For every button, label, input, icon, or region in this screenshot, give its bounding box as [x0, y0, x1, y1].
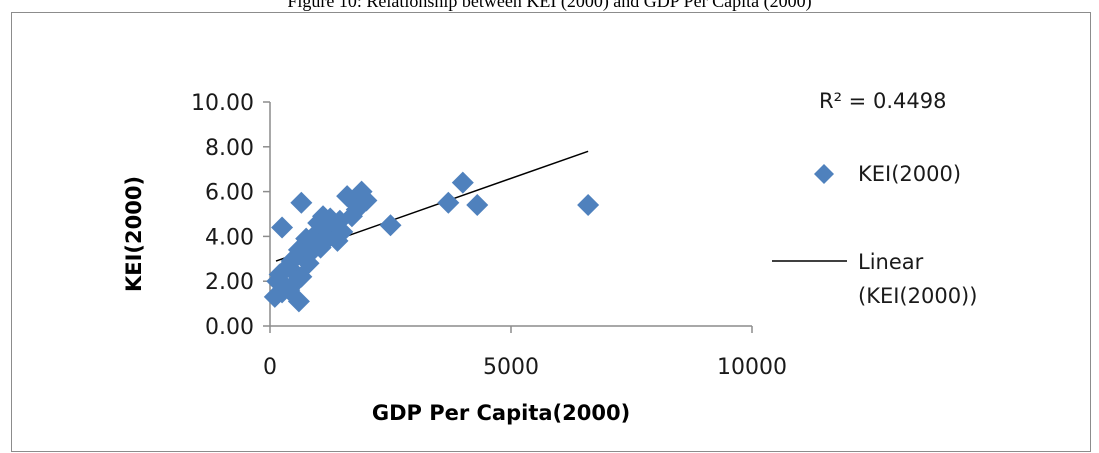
data-point: [379, 214, 402, 237]
legend-diamond-marker: [814, 164, 834, 184]
data-point: [331, 220, 354, 243]
data-point: [271, 216, 294, 239]
data-point: [287, 290, 310, 313]
legend-label-kei: KEI(2000): [858, 162, 961, 186]
legend: KEI(2000) Linear (KEI(2000)): [772, 162, 977, 308]
figure-caption: Figure 10: Relationship between KEI (200…: [287, 0, 812, 11]
scatter-chart: 0.00 2.00 4.00 6.00 8.00 10.00 0 5000 10000 GDP…: [122, 89, 977, 425]
data-point: [355, 189, 378, 212]
x-tick-label: 5000: [483, 355, 539, 380]
y-tick-label: 4.00: [205, 225, 254, 250]
r-squared-label: R² = 0.4498: [819, 89, 946, 113]
y-tick-label: 8.00: [205, 136, 254, 161]
data-point: [466, 194, 489, 217]
y-tick-label: 2.00: [205, 270, 254, 295]
x-tick-label: 0: [263, 355, 277, 380]
data-point: [437, 191, 460, 214]
x-axis-title: GDP Per Capita(2000): [372, 401, 630, 425]
y-axis-title: KEI(2000): [122, 176, 146, 292]
data-point: [577, 194, 600, 217]
legend-label-linear: Linear: [858, 250, 924, 274]
data-points: [263, 171, 600, 313]
y-tick-label: 10.00: [191, 91, 254, 116]
y-tick-label: 6.00: [205, 181, 254, 206]
legend-label-linear-series: (KEI(2000)): [858, 284, 977, 308]
chart-area: 0.00 2.00 4.00 6.00 8.00 10.00 0 5000 10000 GDP…: [11, 12, 1091, 452]
x-tick-label: 10000: [717, 355, 787, 380]
y-tick-label: 0.00: [205, 315, 254, 340]
data-point: [290, 191, 313, 214]
data-point: [451, 171, 474, 194]
y-axis-ticks: 0.00 2.00 4.00 6.00 8.00 10.00: [191, 91, 270, 340]
x-axis-ticks: 0 5000 10000: [263, 326, 787, 380]
